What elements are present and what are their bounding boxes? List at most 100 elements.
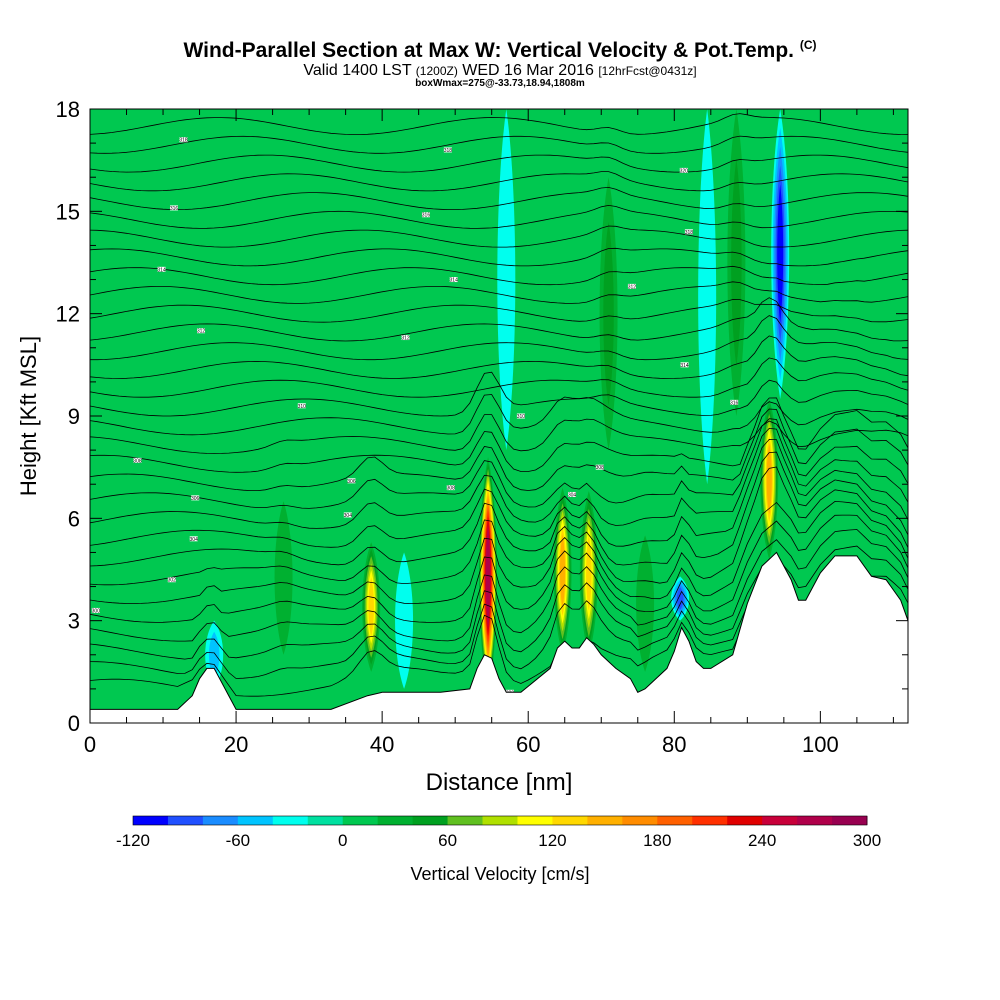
theta-contour-line [90, 154, 908, 173]
downdraft-plume-level [698, 109, 717, 485]
theta-contour-line [90, 438, 908, 548]
theta-contour-label: 302 [168, 578, 177, 584]
colorbar-swatch [342, 816, 379, 825]
theta-label-box [730, 399, 739, 405]
theta-label-box [421, 212, 430, 218]
theta-contours: 300 302 304 306 308 310 312 314 316 318 304 306 308 3… [90, 113, 908, 697]
updraft-plume-level [603, 221, 614, 406]
y-tick-label: 15 [56, 199, 80, 224]
updraft-plume [599, 177, 618, 451]
valid-time: Valid 1400 LST [303, 62, 412, 79]
theta-contour-label: 300 [92, 608, 101, 614]
colorbar-swatch [692, 816, 728, 825]
colorbar-swatch [657, 816, 693, 825]
downdraft-plume-level [676, 587, 684, 610]
y-tick-label: 6 [68, 506, 80, 531]
colorbar-swatch [377, 816, 414, 825]
colorbar-tick-label: 0 [338, 831, 347, 850]
theta-contour-line [90, 186, 908, 211]
colorbar: -120 -60 0 60 120 180 240 300 [116, 815, 881, 850]
theta-label-box [343, 512, 352, 518]
boxwmax-line: boxWmax=275@-33.73,18.94,1808m [415, 78, 585, 89]
theta-contour-line [90, 204, 908, 229]
updraft-plume-level [731, 158, 742, 367]
theta-label-box [568, 491, 577, 497]
theta-label-box [443, 147, 452, 153]
terrain [90, 551, 908, 723]
theta-contour-line [90, 335, 908, 379]
theta-contour-line [90, 357, 908, 398]
colorbar-swatch [727, 816, 763, 825]
theta-label-box [189, 536, 198, 542]
y-tick-label: 9 [68, 404, 80, 429]
theta-contour-label: 316 [170, 206, 179, 212]
downdraft-plume [698, 109, 717, 485]
downdraft-plume [497, 109, 516, 451]
valid-time-line: Valid 1400 LST (1200Z) WED 16 Mar 2016 [… [0, 62, 1000, 80]
theta-contour-line [90, 247, 908, 267]
theta-contour-line [90, 394, 908, 436]
updraft-plume-level [368, 577, 374, 637]
theta-contour-line [90, 397, 908, 473]
theta-contour-label: 316 [422, 213, 431, 219]
theta-contour-line [90, 427, 908, 529]
valid-date: WED 16 Mar 2016 [462, 62, 594, 79]
forecast-info: [12hrFcst@0431z] [598, 64, 697, 78]
y-axis-label: Height [Kft MSL] [16, 336, 41, 496]
theta-contour-line [90, 529, 908, 642]
theta-label-box [684, 229, 693, 235]
theta-contour-label: 316 [730, 400, 739, 406]
colorbar-tick-label: -60 [226, 831, 251, 850]
colorbar-swatch [133, 816, 169, 825]
chart-title: Wind-Parallel Section at Max W: Vertical… [0, 38, 1000, 63]
theta-label-box [446, 485, 455, 491]
colorbar-swatch [202, 816, 239, 825]
x-axis: 0 20 40 60 80 100 [84, 109, 894, 757]
colorbar-swatch [167, 816, 204, 825]
theta-contour-line [90, 466, 908, 586]
colorbar-swatch [272, 816, 309, 825]
theta-contour-line [90, 315, 908, 361]
theta-label-box [169, 205, 178, 211]
colorbar-tick-label: 180 [643, 831, 671, 850]
theta-contour-line [90, 265, 908, 286]
valid-time-utc: (1200Z) [415, 64, 458, 78]
theta-contour-label: 308 [133, 458, 142, 464]
theta-label-box [133, 457, 142, 463]
theta-contour-label: 308 [447, 486, 456, 492]
y-axis: 0 3 6 9 12 15 18 [56, 97, 908, 736]
x-tick-label: 60 [516, 732, 540, 757]
y-tick-label: 3 [68, 609, 80, 634]
updraft-plume [579, 491, 598, 655]
theta-label-box [516, 413, 525, 419]
updraft-plume-level [766, 443, 772, 515]
colorbar-swatch [797, 816, 833, 825]
updraft-plume [362, 542, 381, 672]
theta-contour-label: 312 [401, 336, 410, 342]
colorbar-tick-label: 120 [538, 831, 566, 850]
theta-contour-line [90, 135, 908, 154]
theta-contour-label: 306 [347, 479, 356, 485]
copyright-mark: (C) [799, 38, 817, 52]
theta-contour-line [90, 514, 908, 623]
theta-contour-label: 314 [680, 363, 689, 369]
theta-label-box [91, 607, 100, 613]
updraft-plume [636, 535, 655, 672]
x-tick-label: 80 [662, 732, 686, 757]
theta-contour-line [90, 451, 908, 567]
theta-contour-label: 304 [190, 537, 199, 543]
x-tick-label: 0 [84, 732, 96, 757]
theta-contour-line [90, 281, 908, 304]
x-tick-label: 100 [802, 732, 839, 757]
theta-contour-line [90, 414, 908, 454]
theta-contour-label: 314 [157, 267, 166, 273]
colorbar-frame [132, 815, 868, 826]
theta-contour-label: 312 [197, 329, 206, 335]
y-tick-label: 12 [56, 302, 80, 327]
theta-contour-label: 314 [450, 278, 459, 284]
theta-contour-line [90, 371, 908, 417]
theta-contour-line [90, 299, 908, 323]
colorbar-tick-label: 300 [853, 831, 881, 850]
theta-contour-label: 318 [179, 138, 188, 144]
theta-label-box [167, 577, 176, 583]
